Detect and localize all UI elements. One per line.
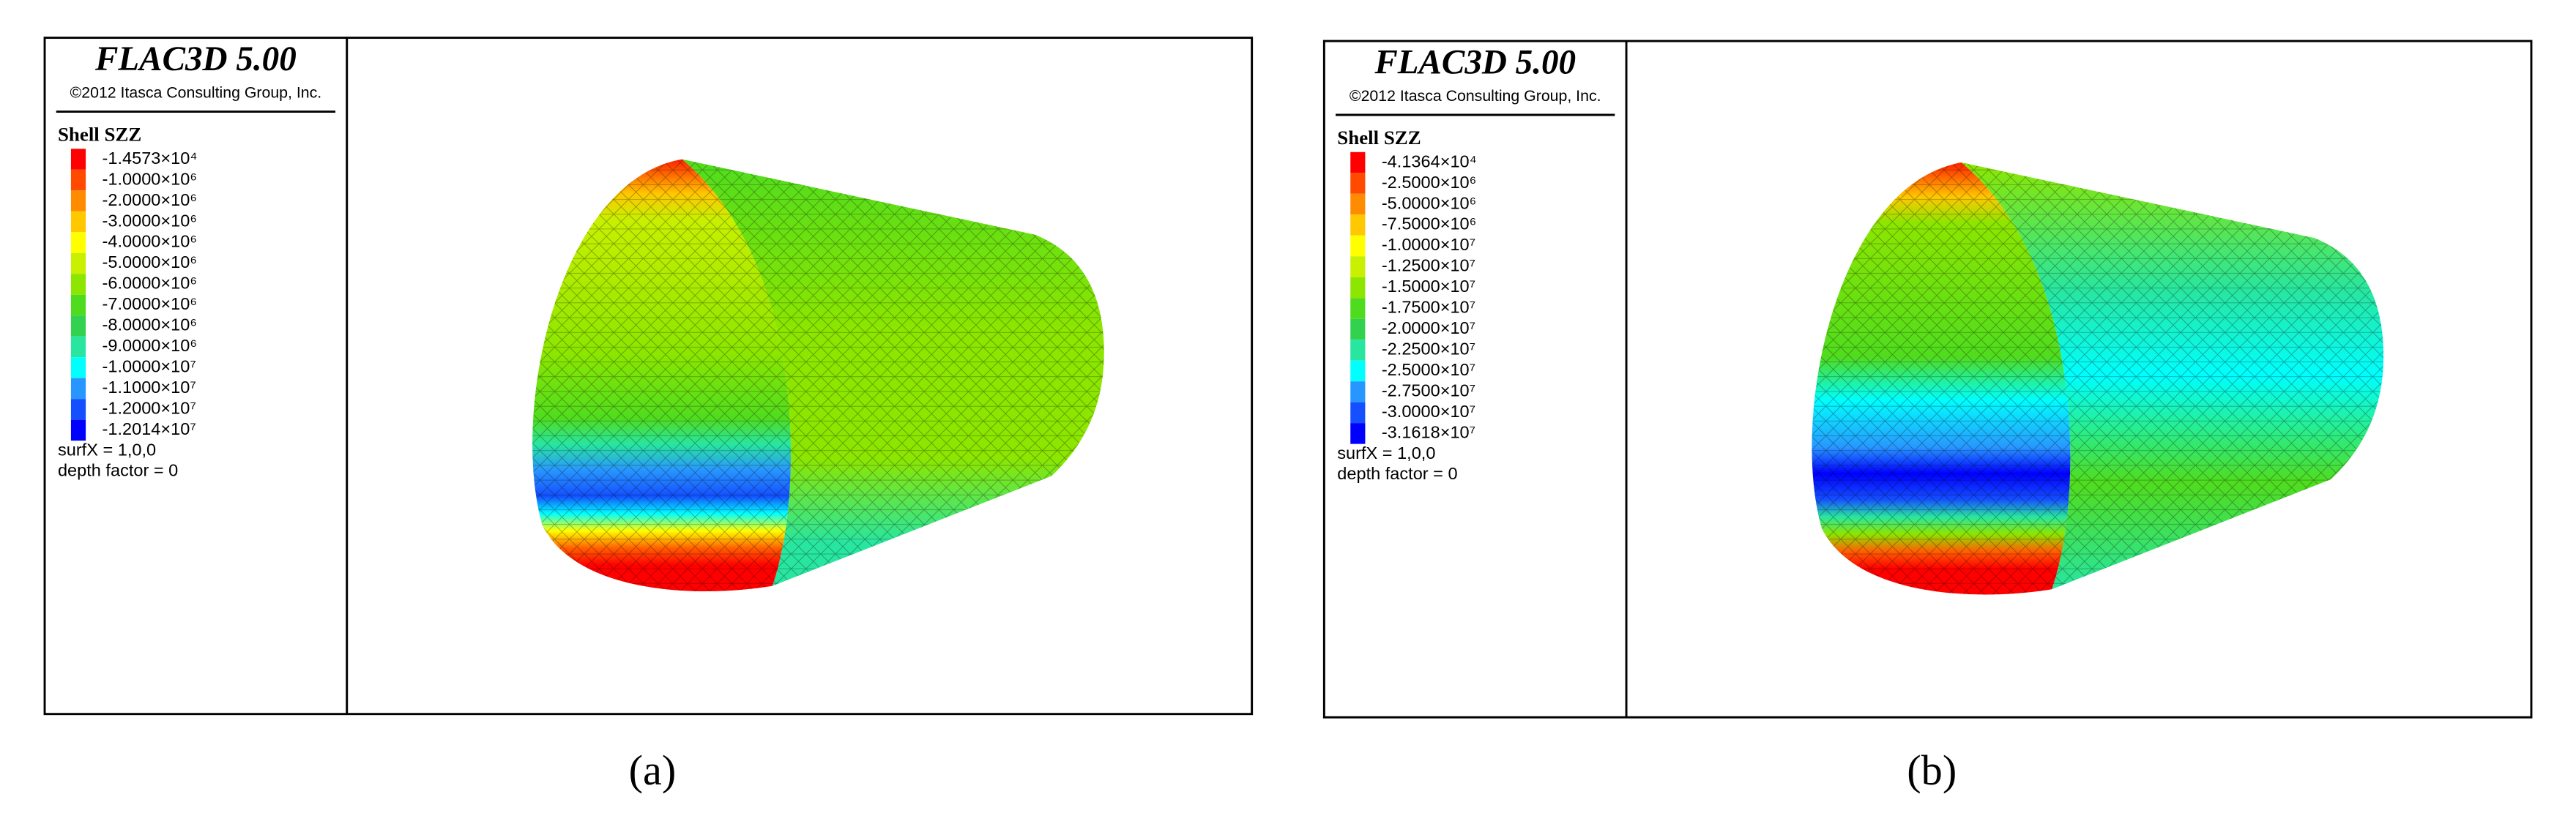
legend-label: -1.2000×10⁷	[103, 399, 196, 418]
legend-swatch	[70, 274, 86, 295]
legend-swatch	[1350, 214, 1366, 236]
legend-swatch	[1350, 423, 1366, 444]
legend-label: -1.4573×10⁴	[103, 149, 198, 168]
legend-label: -7.5000×10⁶	[1382, 214, 1477, 233]
legend-swatch	[1350, 402, 1366, 424]
legend-label: -1.0000×10⁷	[103, 357, 196, 376]
legend-swatch	[70, 336, 86, 358]
legend-swatch	[1350, 173, 1366, 194]
legend-label: -2.2500×10⁷	[1382, 340, 1475, 359]
legend-swatch	[70, 190, 86, 211]
legend-title: Shell SZZ	[58, 123, 141, 145]
legend-swatch	[70, 211, 86, 233]
legend-label: -3.1618×10⁷	[1382, 423, 1475, 442]
legend-swatch	[70, 149, 86, 170]
legend-swatch	[1350, 318, 1366, 340]
legend-swatch	[70, 357, 86, 378]
depth-note: depth factor = 0	[1337, 464, 1457, 483]
copyright: ©2012 Itasca Consulting Group, Inc.	[1350, 87, 1601, 105]
legend-swatch	[1350, 193, 1366, 215]
copyright: ©2012 Itasca Consulting Group, Inc.	[70, 83, 322, 101]
legend-swatch	[1350, 151, 1366, 173]
legend-label: -1.7500×10⁷	[1382, 298, 1475, 317]
legend-swatch	[70, 294, 86, 316]
surf-note: surfX = 1,0,0	[1337, 443, 1435, 462]
legend-swatch	[70, 232, 86, 253]
legend-label: -3.0000×10⁶	[103, 211, 198, 230]
legend-swatch	[70, 378, 86, 400]
panel: (a) FLAC3D 5.00 ©2012 Itasca Consulting G…	[43, 37, 1254, 794]
legend-label: -1.2014×10⁷	[103, 419, 196, 438]
legend-swatch	[1350, 340, 1366, 361]
legend-swatch	[1350, 381, 1366, 402]
legend-label: -1.2500×10⁷	[1382, 256, 1475, 275]
legend-label: -1.5000×10⁷	[1382, 277, 1475, 296]
legend-label: -2.5000×10⁷	[1382, 360, 1475, 379]
legend-swatch	[1350, 277, 1366, 299]
panel-frame	[43, 37, 1254, 716]
legend-title: Shell SZZ	[1337, 127, 1421, 149]
legend-swatch	[1350, 235, 1366, 257]
legend-label: -2.0000×10⁶	[103, 190, 198, 209]
caption: (a)	[629, 746, 677, 794]
legend-label: -6.0000×10⁶	[103, 274, 198, 293]
legend-label: -1.1000×10⁷	[103, 378, 196, 397]
legend-label: -3.0000×10⁷	[1382, 402, 1475, 421]
panel-frame	[1322, 40, 2533, 719]
legend-swatch	[70, 252, 86, 274]
mesh	[682, 159, 1104, 586]
legend-label: -2.0000×10⁷	[1382, 318, 1475, 337]
legend-label: -2.7500×10⁷	[1382, 381, 1475, 400]
legend-swatch	[1350, 256, 1366, 277]
legend-swatch	[70, 315, 86, 337]
legend-label: -4.1364×10⁴	[1382, 151, 1477, 171]
legend-label: -5.0000×10⁶	[103, 252, 198, 271]
mesh	[532, 159, 792, 591]
legend-label: -5.0000×10⁶	[1382, 193, 1477, 212]
surf-note: surfX = 1,0,0	[58, 441, 156, 460]
legend-label: -1.0000×10⁶	[103, 169, 198, 188]
legend-label: -2.5000×10⁶	[1382, 173, 1477, 192]
legend-label: -9.0000×10⁶	[103, 336, 198, 355]
panel: (b) FLAC3D 5.00 ©2012 Itasca Consulting G…	[1322, 40, 2533, 794]
legend-swatch	[70, 399, 86, 420]
legend-swatch	[1350, 298, 1366, 319]
mesh	[1812, 162, 2071, 595]
legend-label: -7.0000×10⁶	[103, 294, 198, 313]
legend-label: -4.0000×10⁶	[103, 232, 198, 251]
legend-swatch	[1350, 360, 1366, 382]
depth-note: depth factor = 0	[58, 461, 178, 480]
legend-swatch	[70, 419, 86, 441]
caption: (b)	[1907, 746, 1957, 794]
legend-swatch	[70, 169, 86, 191]
software-title: FLAC3D 5.00	[1374, 44, 1576, 82]
legend-label: -8.0000×10⁶	[103, 315, 198, 334]
mesh	[1961, 162, 2384, 590]
software-title: FLAC3D 5.00	[94, 40, 297, 78]
legend-label: -1.0000×10⁷	[1382, 235, 1475, 254]
